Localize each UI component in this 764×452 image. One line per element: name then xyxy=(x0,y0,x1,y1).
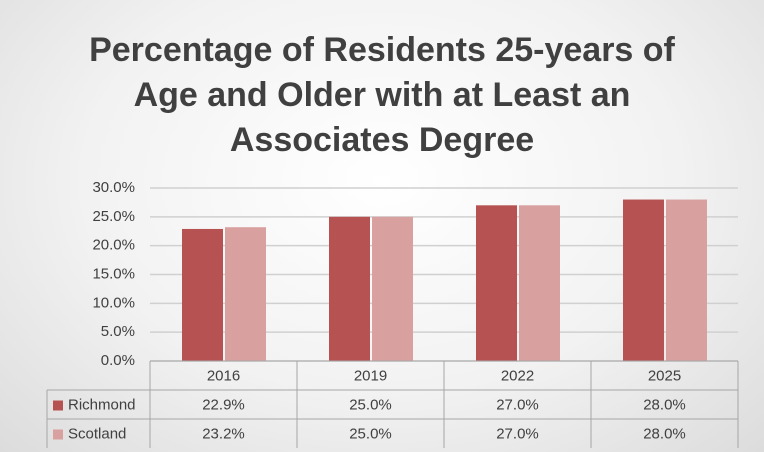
y-tick-label: 20.0% xyxy=(92,237,135,254)
chart-title: Percentage of Residents 25-years of Age … xyxy=(89,31,675,159)
table-cell: 27.0% xyxy=(496,425,539,442)
table-cell: 27.0% xyxy=(496,396,539,413)
bar xyxy=(182,228,223,361)
table-cell: 28.0% xyxy=(643,396,686,413)
y-tick-label: 30.0% xyxy=(92,179,135,196)
x-tick-label: 2019 xyxy=(354,367,387,384)
legend-key xyxy=(53,429,63,440)
table-cell: 25.0% xyxy=(349,396,392,413)
bar xyxy=(666,199,707,361)
bar xyxy=(329,216,370,361)
y-tick-label: 5.0% xyxy=(101,323,135,340)
legend-label: Scotland xyxy=(68,425,126,442)
bar xyxy=(225,227,266,361)
table-cell: 25.0% xyxy=(349,425,392,442)
x-tick-label: 2025 xyxy=(648,367,681,384)
x-tick-label: 2022 xyxy=(501,367,534,384)
y-tick-label: 15.0% xyxy=(92,265,135,282)
table-cell: 23.2% xyxy=(202,425,245,442)
bar xyxy=(623,199,664,361)
table-cell: 22.9% xyxy=(202,396,245,413)
legend-label: Richmond xyxy=(68,396,136,413)
y-tick-label: 25.0% xyxy=(92,208,135,225)
bar xyxy=(519,205,560,361)
bar xyxy=(372,216,413,361)
bar xyxy=(476,205,517,361)
y-tick-label: 0.0% xyxy=(101,352,135,369)
table-cell: 28.0% xyxy=(643,425,686,442)
legend-key xyxy=(53,400,63,411)
x-tick-label: 2016 xyxy=(207,367,240,384)
y-tick-label: 10.0% xyxy=(92,294,135,311)
